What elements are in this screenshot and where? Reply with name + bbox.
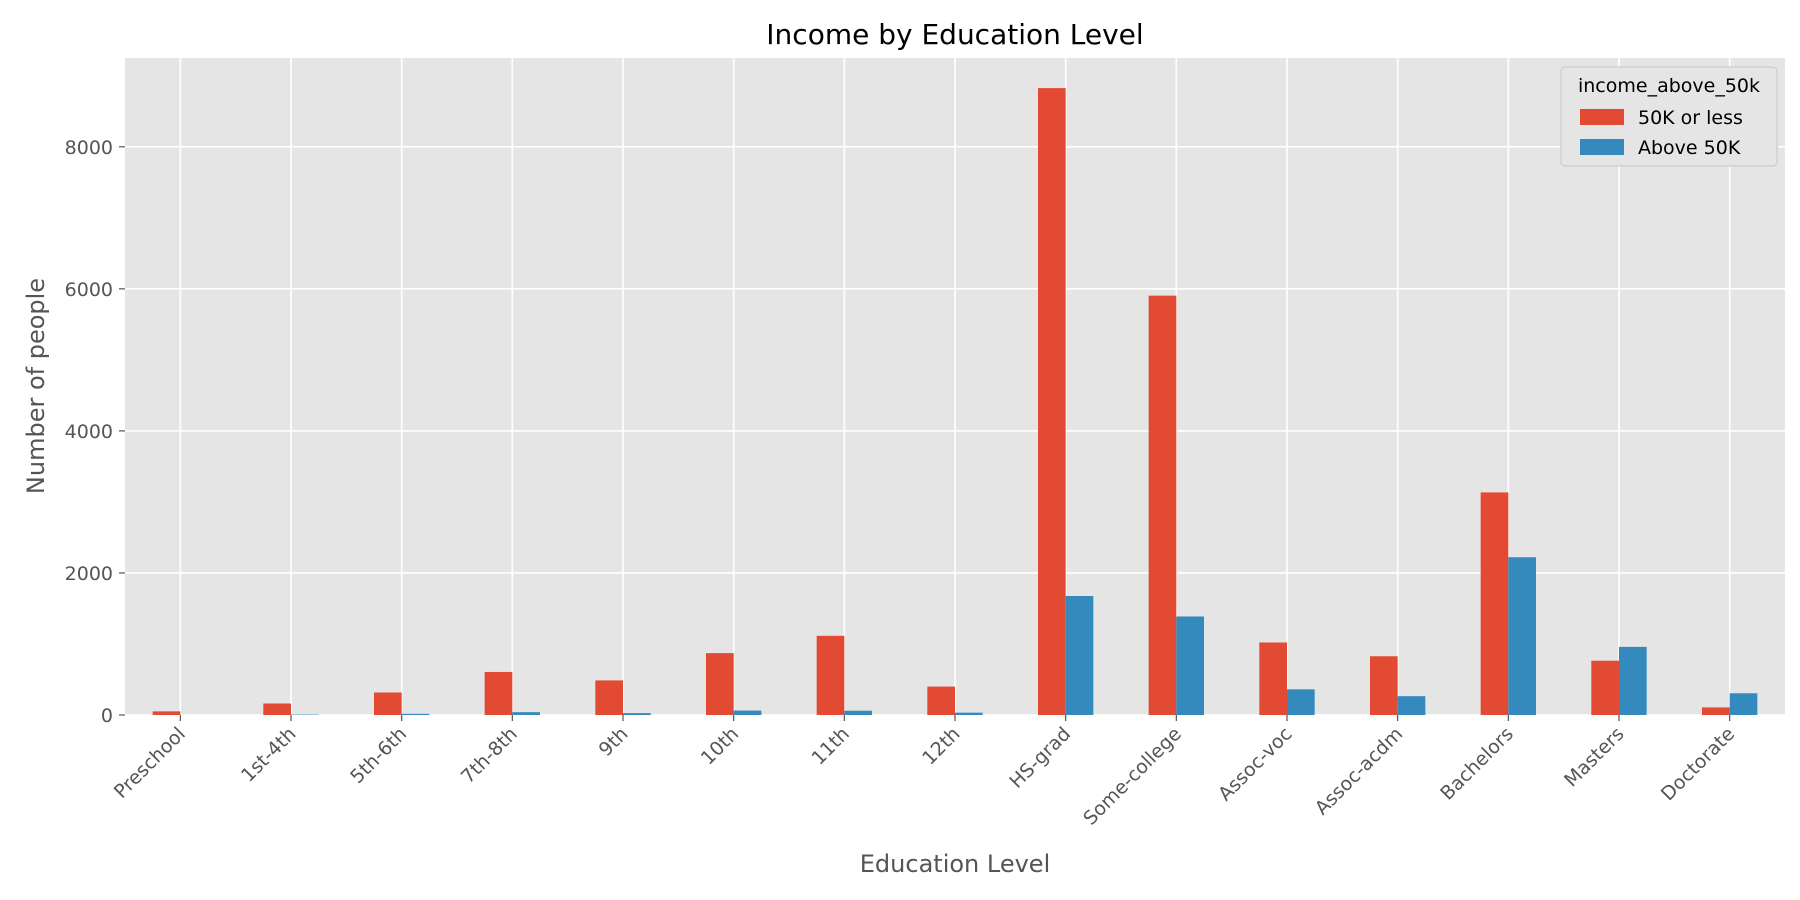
legend-label-50k-or-less: 50K or less bbox=[1638, 107, 1743, 129]
y-tick-label: 4000 bbox=[65, 421, 113, 443]
x-tick-label: Assoc-voc bbox=[1214, 723, 1296, 805]
bar-above-50k-11th bbox=[844, 710, 872, 715]
bar-above-50k-hs-grad bbox=[1065, 596, 1094, 715]
x-tick-label: 9th bbox=[595, 723, 633, 761]
bar-50k-or-less-5th-6th bbox=[374, 692, 402, 715]
bar-above-50k-9th bbox=[623, 713, 651, 715]
chart-title: Income by Education Level bbox=[766, 18, 1143, 51]
bar-50k-or-less-12th bbox=[927, 686, 955, 715]
x-tick-label: Some-college bbox=[1079, 723, 1186, 830]
bar-above-50k-assoc-voc bbox=[1287, 689, 1315, 715]
y-tick-label: 0 bbox=[101, 705, 113, 727]
bar-50k-or-less-11th bbox=[816, 635, 845, 715]
x-tick-label: 7th-8th bbox=[457, 723, 522, 788]
y-tick-label: 6000 bbox=[65, 279, 113, 301]
bar-50k-or-less-10th bbox=[706, 653, 734, 715]
x-axis-title: Education Level bbox=[860, 850, 1050, 878]
legend-title: income_above_50k bbox=[1578, 75, 1760, 97]
bar-50k-or-less-assoc-acdm bbox=[1370, 656, 1398, 715]
bar-above-50k-7th-8th bbox=[512, 712, 540, 715]
x-tick-label: 12th bbox=[918, 723, 964, 769]
x-tick-label: Doctorate bbox=[1657, 723, 1739, 805]
bar-50k-or-less-preschool bbox=[152, 711, 181, 715]
x-tick-label: Preschool bbox=[110, 723, 190, 803]
x-tick-label: Masters bbox=[1560, 723, 1628, 791]
bar-above-50k-some-college bbox=[1176, 616, 1204, 715]
legend: income_above_50k 50K or less Above 50K bbox=[1560, 66, 1778, 167]
x-tick-label: 1st-4th bbox=[237, 723, 301, 787]
bar-50k-or-less-9th bbox=[595, 680, 623, 715]
x-tick-label: 10th bbox=[697, 723, 743, 769]
bar-50k-or-less-masters bbox=[1591, 660, 1619, 715]
x-tick-label: HS-grad bbox=[1005, 723, 1075, 793]
y-tick-label: 8000 bbox=[65, 137, 113, 159]
x-tick-label: 11th bbox=[807, 723, 853, 769]
bar-above-50k-bachelors bbox=[1508, 557, 1536, 715]
bar-50k-or-less-some-college bbox=[1148, 295, 1177, 715]
grid-lines bbox=[125, 58, 1785, 716]
bar-above-50k-12th bbox=[955, 712, 983, 715]
bars bbox=[152, 88, 1758, 715]
bar-50k-or-less-1st-4th bbox=[263, 703, 291, 715]
y-axis-title: Number of people bbox=[22, 278, 50, 494]
bar-50k-or-less-7th-8th bbox=[484, 671, 513, 715]
bar-50k-or-less-bachelors bbox=[1480, 492, 1509, 715]
x-tick-label: Bachelors bbox=[1436, 723, 1518, 805]
bar-above-50k-assoc-acdm bbox=[1397, 696, 1426, 715]
legend-label-above-50k: Above 50K bbox=[1638, 137, 1741, 159]
bar-above-50k-doctorate bbox=[1729, 693, 1758, 715]
bar-50k-or-less-assoc-voc bbox=[1259, 642, 1287, 715]
bar-50k-or-less-doctorate bbox=[1702, 707, 1730, 715]
legend-swatch-above-50k bbox=[1580, 139, 1624, 155]
y-tick-label: 2000 bbox=[65, 563, 113, 585]
bar-50k-or-less-hs-grad bbox=[1038, 88, 1066, 715]
x-tick-label: Assoc-acdm bbox=[1311, 723, 1407, 819]
bar-above-50k-10th bbox=[733, 710, 762, 715]
bar-above-50k-5th-6th bbox=[401, 713, 430, 715]
x-tick-label: 5th-6th bbox=[346, 723, 411, 788]
bar-above-50k-masters bbox=[1619, 646, 1647, 715]
legend-swatch-50k-or-less bbox=[1580, 109, 1624, 125]
